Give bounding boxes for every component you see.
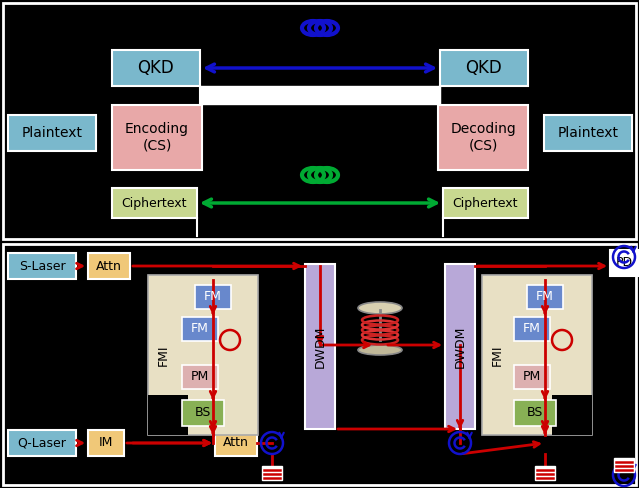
Bar bbox=[262, 466, 282, 480]
Bar bbox=[3, 3, 636, 239]
Text: FMI: FMI bbox=[157, 344, 169, 366]
Bar bbox=[440, 50, 528, 86]
Bar bbox=[215, 430, 257, 456]
Text: S-Laser: S-Laser bbox=[19, 260, 65, 272]
Bar bbox=[8, 253, 76, 279]
Bar bbox=[182, 317, 218, 341]
Ellipse shape bbox=[358, 345, 402, 355]
Bar bbox=[195, 285, 231, 309]
Text: FM: FM bbox=[191, 323, 209, 336]
Text: DWDM: DWDM bbox=[454, 326, 466, 368]
Ellipse shape bbox=[358, 302, 402, 314]
Bar bbox=[148, 275, 258, 435]
Bar bbox=[88, 253, 130, 279]
Text: FM: FM bbox=[523, 323, 541, 336]
Text: FMI: FMI bbox=[491, 344, 504, 366]
Text: FM: FM bbox=[204, 290, 222, 304]
Bar bbox=[514, 317, 550, 341]
Text: Plaintext: Plaintext bbox=[22, 126, 82, 140]
Bar bbox=[112, 105, 202, 170]
Bar bbox=[88, 430, 124, 456]
Bar bbox=[112, 50, 200, 86]
Bar bbox=[535, 466, 555, 480]
Text: QKD: QKD bbox=[466, 59, 502, 77]
Text: PD: PD bbox=[615, 257, 633, 269]
Text: PM: PM bbox=[523, 370, 541, 384]
Text: Decoding
(CS): Decoding (CS) bbox=[450, 122, 516, 152]
Text: DWDM: DWDM bbox=[314, 326, 327, 368]
Text: Encoding
(CS): Encoding (CS) bbox=[125, 122, 189, 152]
Text: Attn: Attn bbox=[96, 260, 122, 272]
Text: Q-Laser: Q-Laser bbox=[17, 436, 66, 449]
Bar bbox=[182, 365, 218, 389]
Text: BS: BS bbox=[195, 407, 211, 420]
Bar bbox=[514, 400, 556, 426]
Bar bbox=[148, 395, 188, 435]
Text: Plaintext: Plaintext bbox=[557, 126, 619, 140]
Text: QKD: QKD bbox=[137, 59, 174, 77]
Text: BS: BS bbox=[527, 407, 543, 420]
Bar bbox=[614, 458, 634, 472]
Bar bbox=[112, 188, 197, 218]
Bar bbox=[200, 86, 440, 104]
Bar bbox=[514, 365, 550, 389]
Bar bbox=[443, 188, 528, 218]
Text: FM: FM bbox=[536, 290, 554, 304]
Bar bbox=[527, 285, 563, 309]
Bar bbox=[552, 395, 592, 435]
Text: Ciphertext: Ciphertext bbox=[121, 197, 187, 209]
Bar bbox=[445, 264, 475, 429]
Bar bbox=[305, 264, 335, 429]
Bar bbox=[482, 275, 592, 435]
Text: Ciphertext: Ciphertext bbox=[452, 197, 518, 209]
Bar bbox=[438, 105, 528, 170]
Bar bbox=[544, 115, 632, 151]
Text: Attn: Attn bbox=[223, 436, 249, 449]
Bar bbox=[8, 430, 76, 456]
Bar bbox=[182, 400, 224, 426]
Bar bbox=[610, 250, 638, 276]
Bar bbox=[3, 244, 636, 485]
Bar bbox=[8, 115, 96, 151]
Text: PM: PM bbox=[191, 370, 209, 384]
Text: IM: IM bbox=[99, 436, 113, 449]
